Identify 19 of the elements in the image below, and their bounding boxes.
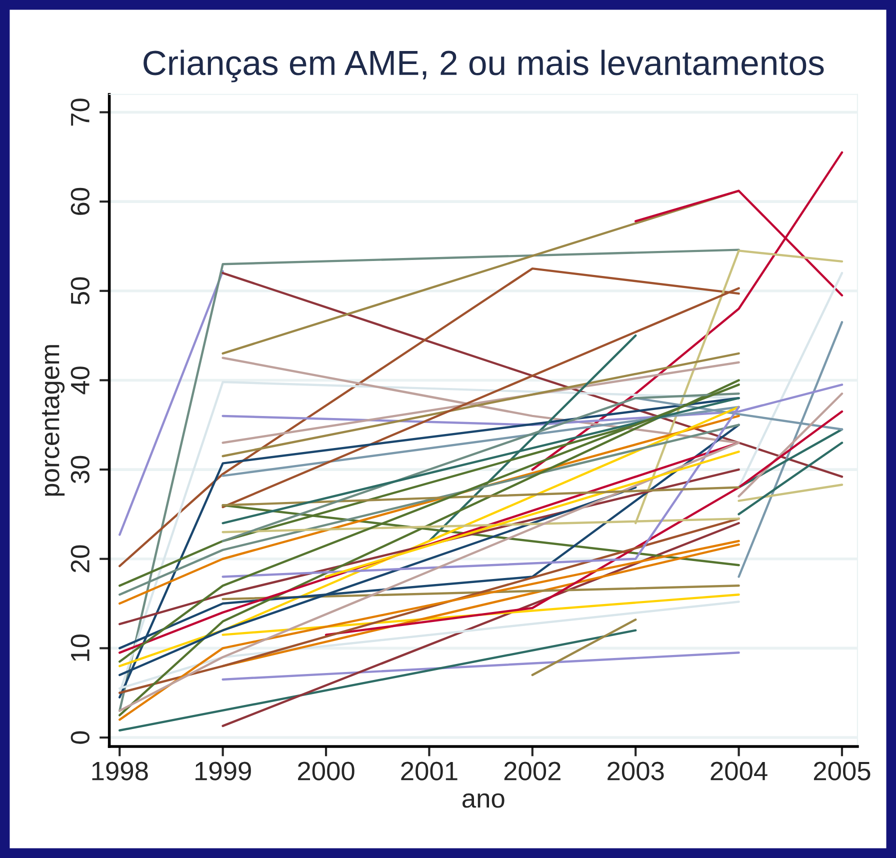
y-axis-title: porcentagem — [42, 345, 65, 496]
x-tick-label: 2002 — [504, 762, 560, 780]
y-tick-label: 10 — [70, 634, 90, 661]
y-tick-label: 30 — [70, 456, 90, 484]
y-tick-label: 40 — [70, 366, 90, 394]
y-tick-label: 60 — [70, 188, 90, 215]
x-tick-label: 2000 — [298, 762, 354, 780]
x-tick-label: 2005 — [814, 762, 870, 780]
x-tick-label: 2004 — [710, 762, 768, 780]
x-tick-label: 2003 — [608, 762, 664, 780]
y-tick-label: 50 — [70, 277, 90, 305]
y-tick-label: 70 — [70, 98, 90, 126]
x-tick-label: 2001 — [401, 762, 458, 780]
chart-title: Crianças em AME, 2 ou mais levantamentos — [144, 50, 824, 82]
y-tick-label: 20 — [70, 545, 90, 572]
x-tick-label: 1998 — [92, 762, 148, 780]
x-tick-label: 1999 — [195, 762, 251, 780]
x-axis-title: ano — [462, 793, 504, 808]
y-tick-label: 0 — [70, 731, 90, 744]
